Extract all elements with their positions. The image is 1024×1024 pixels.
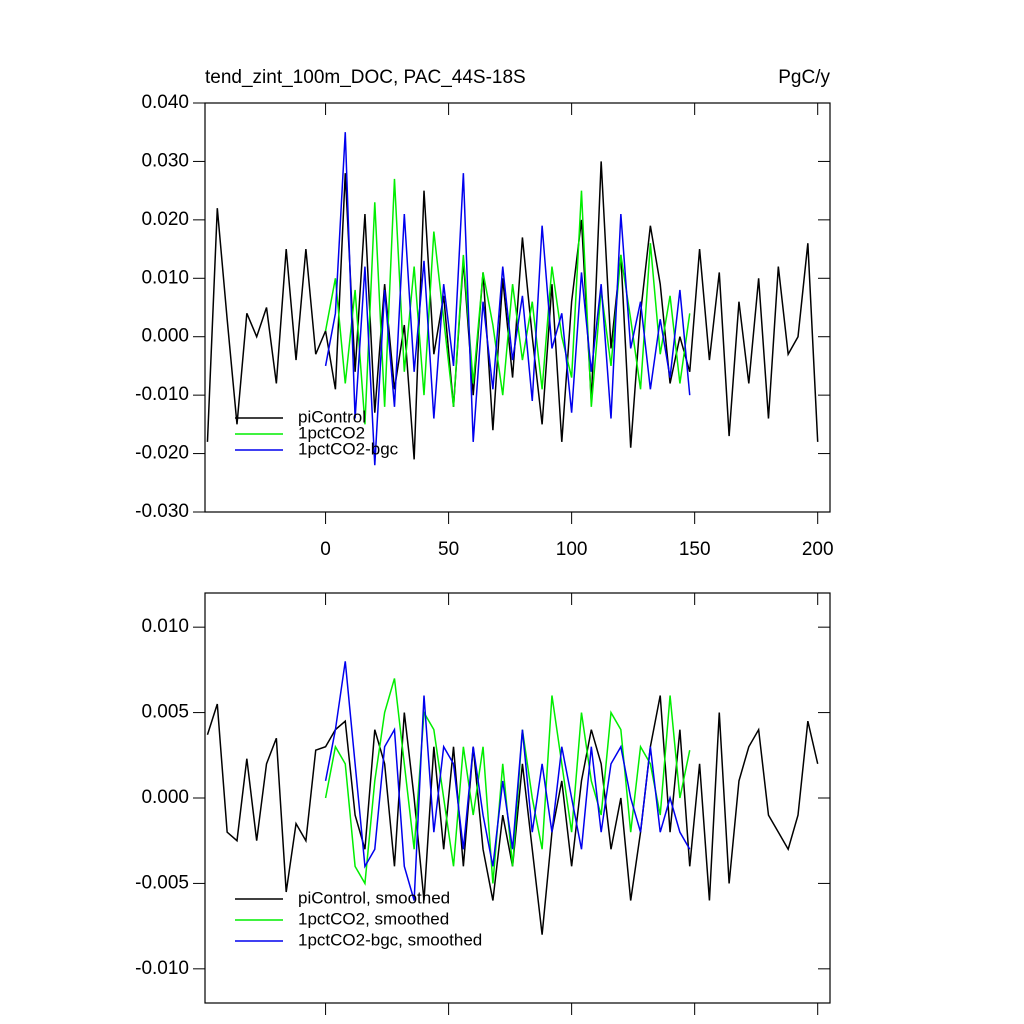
- legend-label: 1pctCO2: [298, 423, 365, 442]
- y-tick-label: 0.020: [141, 209, 189, 230]
- chart-title: tend_zint_100m_DOC, PAC_44S-18S: [205, 67, 526, 88]
- series-line: [206, 161, 819, 460]
- y-tick-label: 0.040: [141, 92, 189, 113]
- y-tick-label: -0.020: [135, 443, 189, 464]
- plot-frame: [204, 102, 831, 513]
- legend-label: 1pctCO2-bgc: [298, 439, 399, 458]
- x-tick-label: 50: [438, 539, 459, 560]
- legend-label: piControl, smoothed: [298, 888, 450, 907]
- y-tick-label: 0.030: [141, 150, 189, 171]
- y-tick-label: -0.010: [135, 384, 189, 405]
- x-tick-label: 150: [679, 539, 711, 560]
- y-tick-label: 0.010: [141, 267, 189, 288]
- y-tick-label: 0.005: [141, 702, 189, 723]
- legend-label: piControl: [298, 407, 366, 426]
- y-tick-label: -0.005: [135, 872, 189, 893]
- series-line: [324, 178, 691, 425]
- series-line: [324, 661, 691, 901]
- legend-label: 1pctCO2, smoothed: [298, 909, 449, 928]
- y-tick-label: 0.000: [141, 326, 189, 347]
- y-tick-label: 0.010: [141, 616, 189, 637]
- legend-label: 1pctCO2-bgc, smoothed: [298, 930, 482, 949]
- x-tick-label: 200: [802, 539, 834, 560]
- units-label: PgC/y: [778, 67, 830, 88]
- x-tick-label: 100: [556, 539, 588, 560]
- y-tick-label: 0.000: [141, 787, 189, 808]
- y-tick-label: -0.030: [135, 501, 189, 522]
- x-tick-label: 0: [320, 539, 331, 560]
- series-line: [324, 132, 691, 466]
- y-tick-label: -0.010: [135, 958, 189, 979]
